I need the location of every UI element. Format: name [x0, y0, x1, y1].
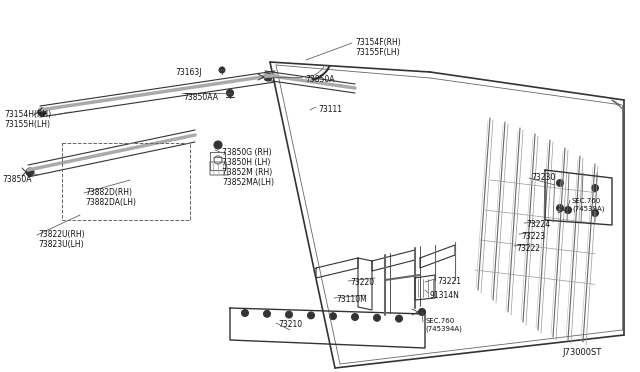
Text: 73822U(RH)
73823U(LH): 73822U(RH) 73823U(LH) — [38, 230, 84, 249]
Text: 73850AA: 73850AA — [183, 93, 218, 102]
Text: 73882D(RH)
73882DA(LH): 73882D(RH) 73882DA(LH) — [85, 188, 136, 208]
Text: J73000ST: J73000ST — [562, 348, 601, 357]
Circle shape — [591, 209, 598, 217]
Circle shape — [591, 185, 598, 192]
Circle shape — [419, 308, 426, 315]
Text: 73210: 73210 — [278, 320, 302, 329]
Text: 73222: 73222 — [516, 244, 540, 253]
Circle shape — [264, 73, 272, 81]
Text: 73224: 73224 — [526, 220, 550, 229]
Circle shape — [285, 311, 292, 318]
Text: 73850A: 73850A — [305, 75, 335, 84]
Text: 91314N: 91314N — [430, 291, 460, 300]
Circle shape — [557, 180, 563, 186]
Text: 73223: 73223 — [521, 232, 545, 241]
Text: 73111: 73111 — [318, 105, 342, 114]
Circle shape — [396, 315, 403, 322]
Circle shape — [26, 168, 34, 176]
Text: 73850G (RH)
73850H (LH): 73850G (RH) 73850H (LH) — [222, 148, 271, 167]
Circle shape — [557, 205, 563, 212]
Circle shape — [307, 312, 314, 319]
Circle shape — [330, 313, 337, 320]
Text: SEC.760
(74539A): SEC.760 (74539A) — [572, 198, 605, 212]
Text: 73154F(RH)
73155F(LH): 73154F(RH) 73155F(LH) — [355, 38, 401, 57]
Text: 73220: 73220 — [350, 278, 374, 287]
Circle shape — [374, 314, 381, 321]
Circle shape — [214, 141, 222, 149]
Text: 73154H(RH)
73155H(LH): 73154H(RH) 73155H(LH) — [4, 110, 51, 129]
Circle shape — [351, 314, 358, 321]
Text: 73163J: 73163J — [175, 68, 202, 77]
Text: 73110M: 73110M — [336, 295, 367, 304]
Circle shape — [264, 310, 271, 317]
Circle shape — [241, 310, 248, 317]
Text: SEC.760
(745394A): SEC.760 (745394A) — [425, 318, 462, 331]
Circle shape — [219, 67, 225, 73]
Text: 73850A: 73850A — [2, 175, 31, 184]
Text: 73221: 73221 — [437, 277, 461, 286]
Circle shape — [564, 206, 572, 214]
Circle shape — [38, 108, 46, 116]
Text: 73230: 73230 — [531, 173, 556, 182]
Circle shape — [227, 90, 234, 96]
Text: 73852M (RH)
73852MA(LH): 73852M (RH) 73852MA(LH) — [222, 168, 274, 187]
